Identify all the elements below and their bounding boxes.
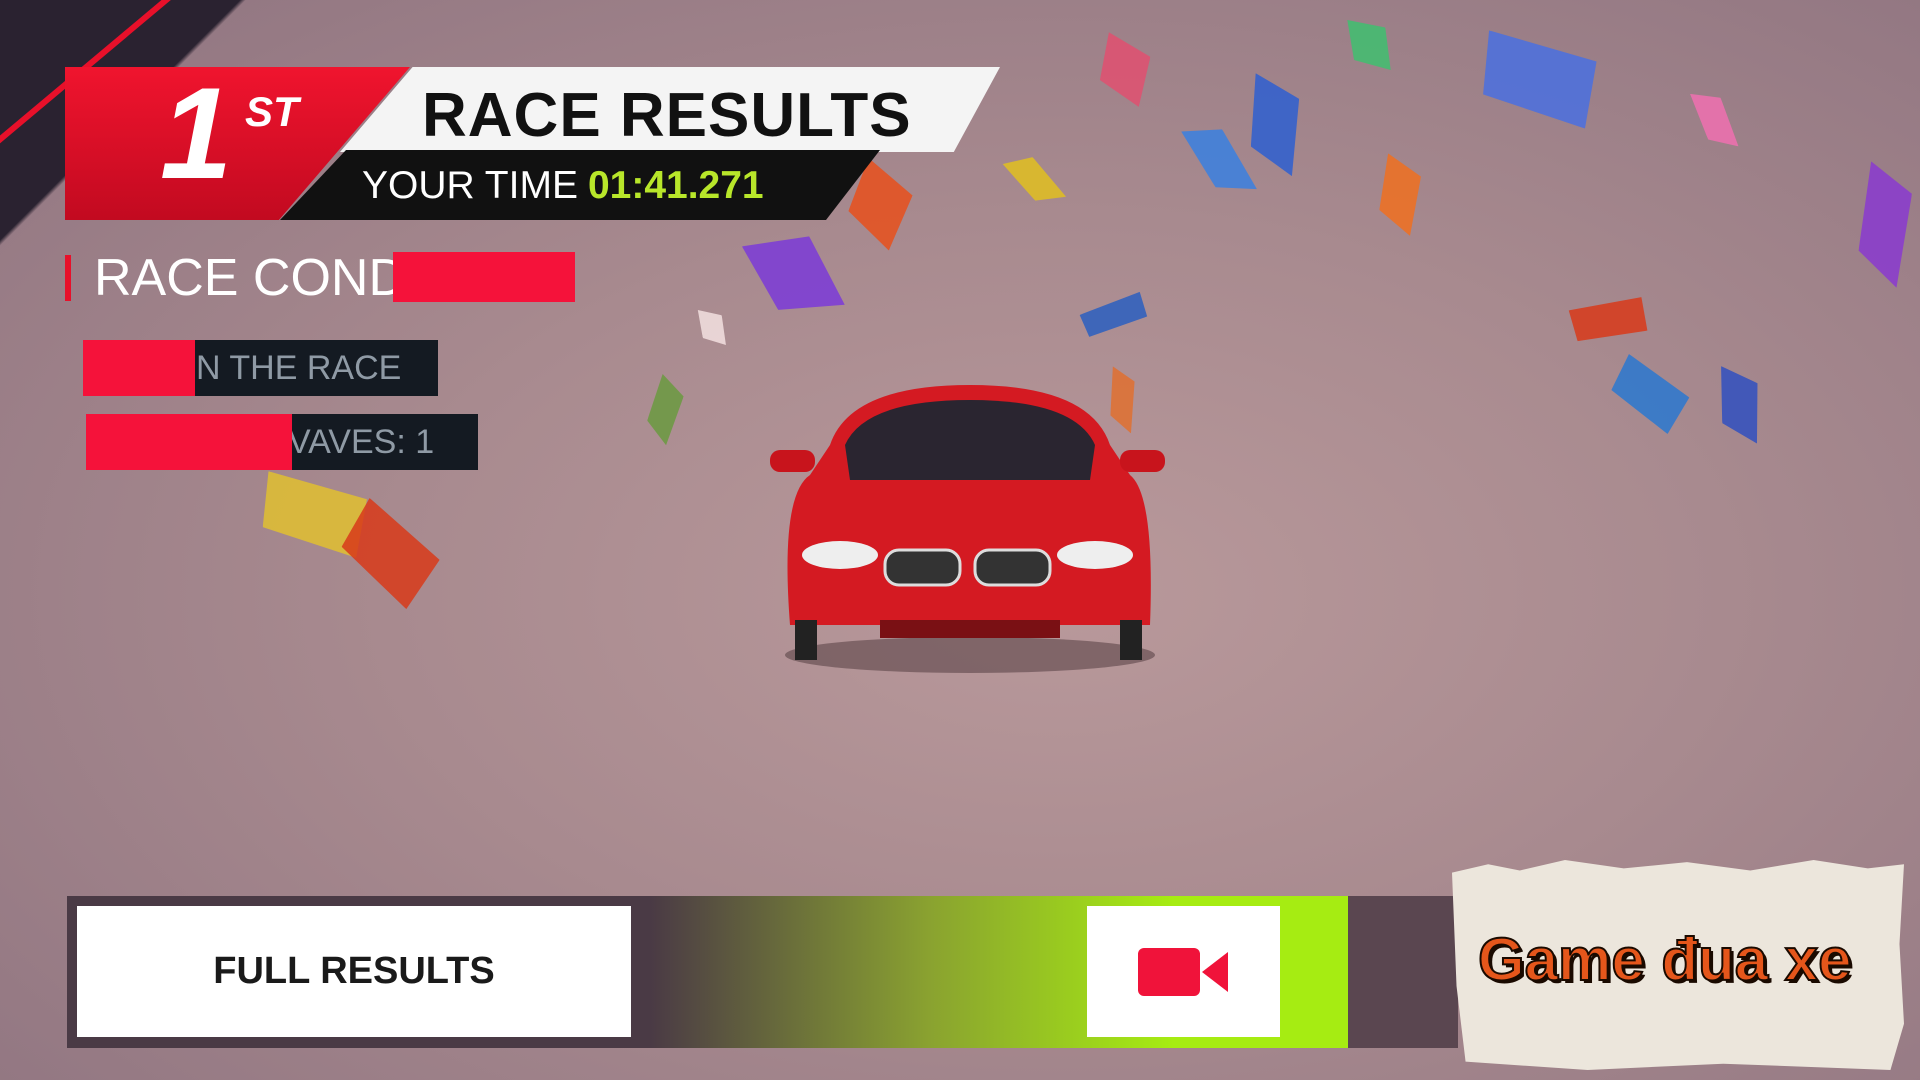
section-marker — [65, 255, 71, 301]
confetti-piece — [1073, 288, 1156, 341]
confetti-piece — [1177, 119, 1262, 201]
confetti-piece — [1857, 160, 1914, 291]
your-time: YOUR TIME 01:41.271 — [362, 164, 764, 208]
confetti-piece — [1251, 72, 1299, 178]
redaction-block — [83, 340, 195, 396]
page-title: RACE RESULTS — [422, 81, 912, 150]
condition-text: N THE RACE — [196, 349, 402, 387]
condition-text: VAVES: 1 — [288, 423, 435, 461]
confetti-piece — [1343, 20, 1396, 70]
confetti-piece — [1687, 89, 1743, 151]
action-bar-end — [1348, 896, 1458, 1048]
confetti-piece — [1561, 292, 1659, 349]
confetti-piece — [1717, 365, 1763, 444]
finish-position: 1 — [160, 60, 233, 206]
position-suffix: ST — [245, 88, 299, 135]
full-results-button[interactable]: FULL RESULTS — [77, 906, 631, 1037]
watermark-paper — [1452, 860, 1904, 1070]
confetti-piece — [735, 225, 854, 325]
race-conditions-heading: RACE COND — [94, 249, 407, 307]
redaction-block — [86, 414, 292, 470]
time-label: YOUR TIME — [362, 164, 578, 207]
redaction-block — [393, 252, 575, 302]
replay-button[interactable] — [1087, 906, 1280, 1037]
title-banner — [340, 67, 1000, 152]
time-value: 01:41.271 — [587, 164, 764, 207]
confetti-piece — [1000, 151, 1070, 210]
confetti-piece — [1099, 31, 1151, 110]
confetti-piece — [1477, 28, 1602, 131]
red-car — [770, 385, 1165, 673]
confetti-piece — [1378, 152, 1422, 238]
watermark-text: Game đua xe — [1477, 925, 1853, 994]
confetti-piece — [1609, 350, 1692, 440]
confetti-piece — [695, 310, 729, 345]
confetti-piece — [644, 373, 686, 448]
video-camera-icon — [1137, 947, 1228, 996]
time-banner — [280, 150, 880, 220]
